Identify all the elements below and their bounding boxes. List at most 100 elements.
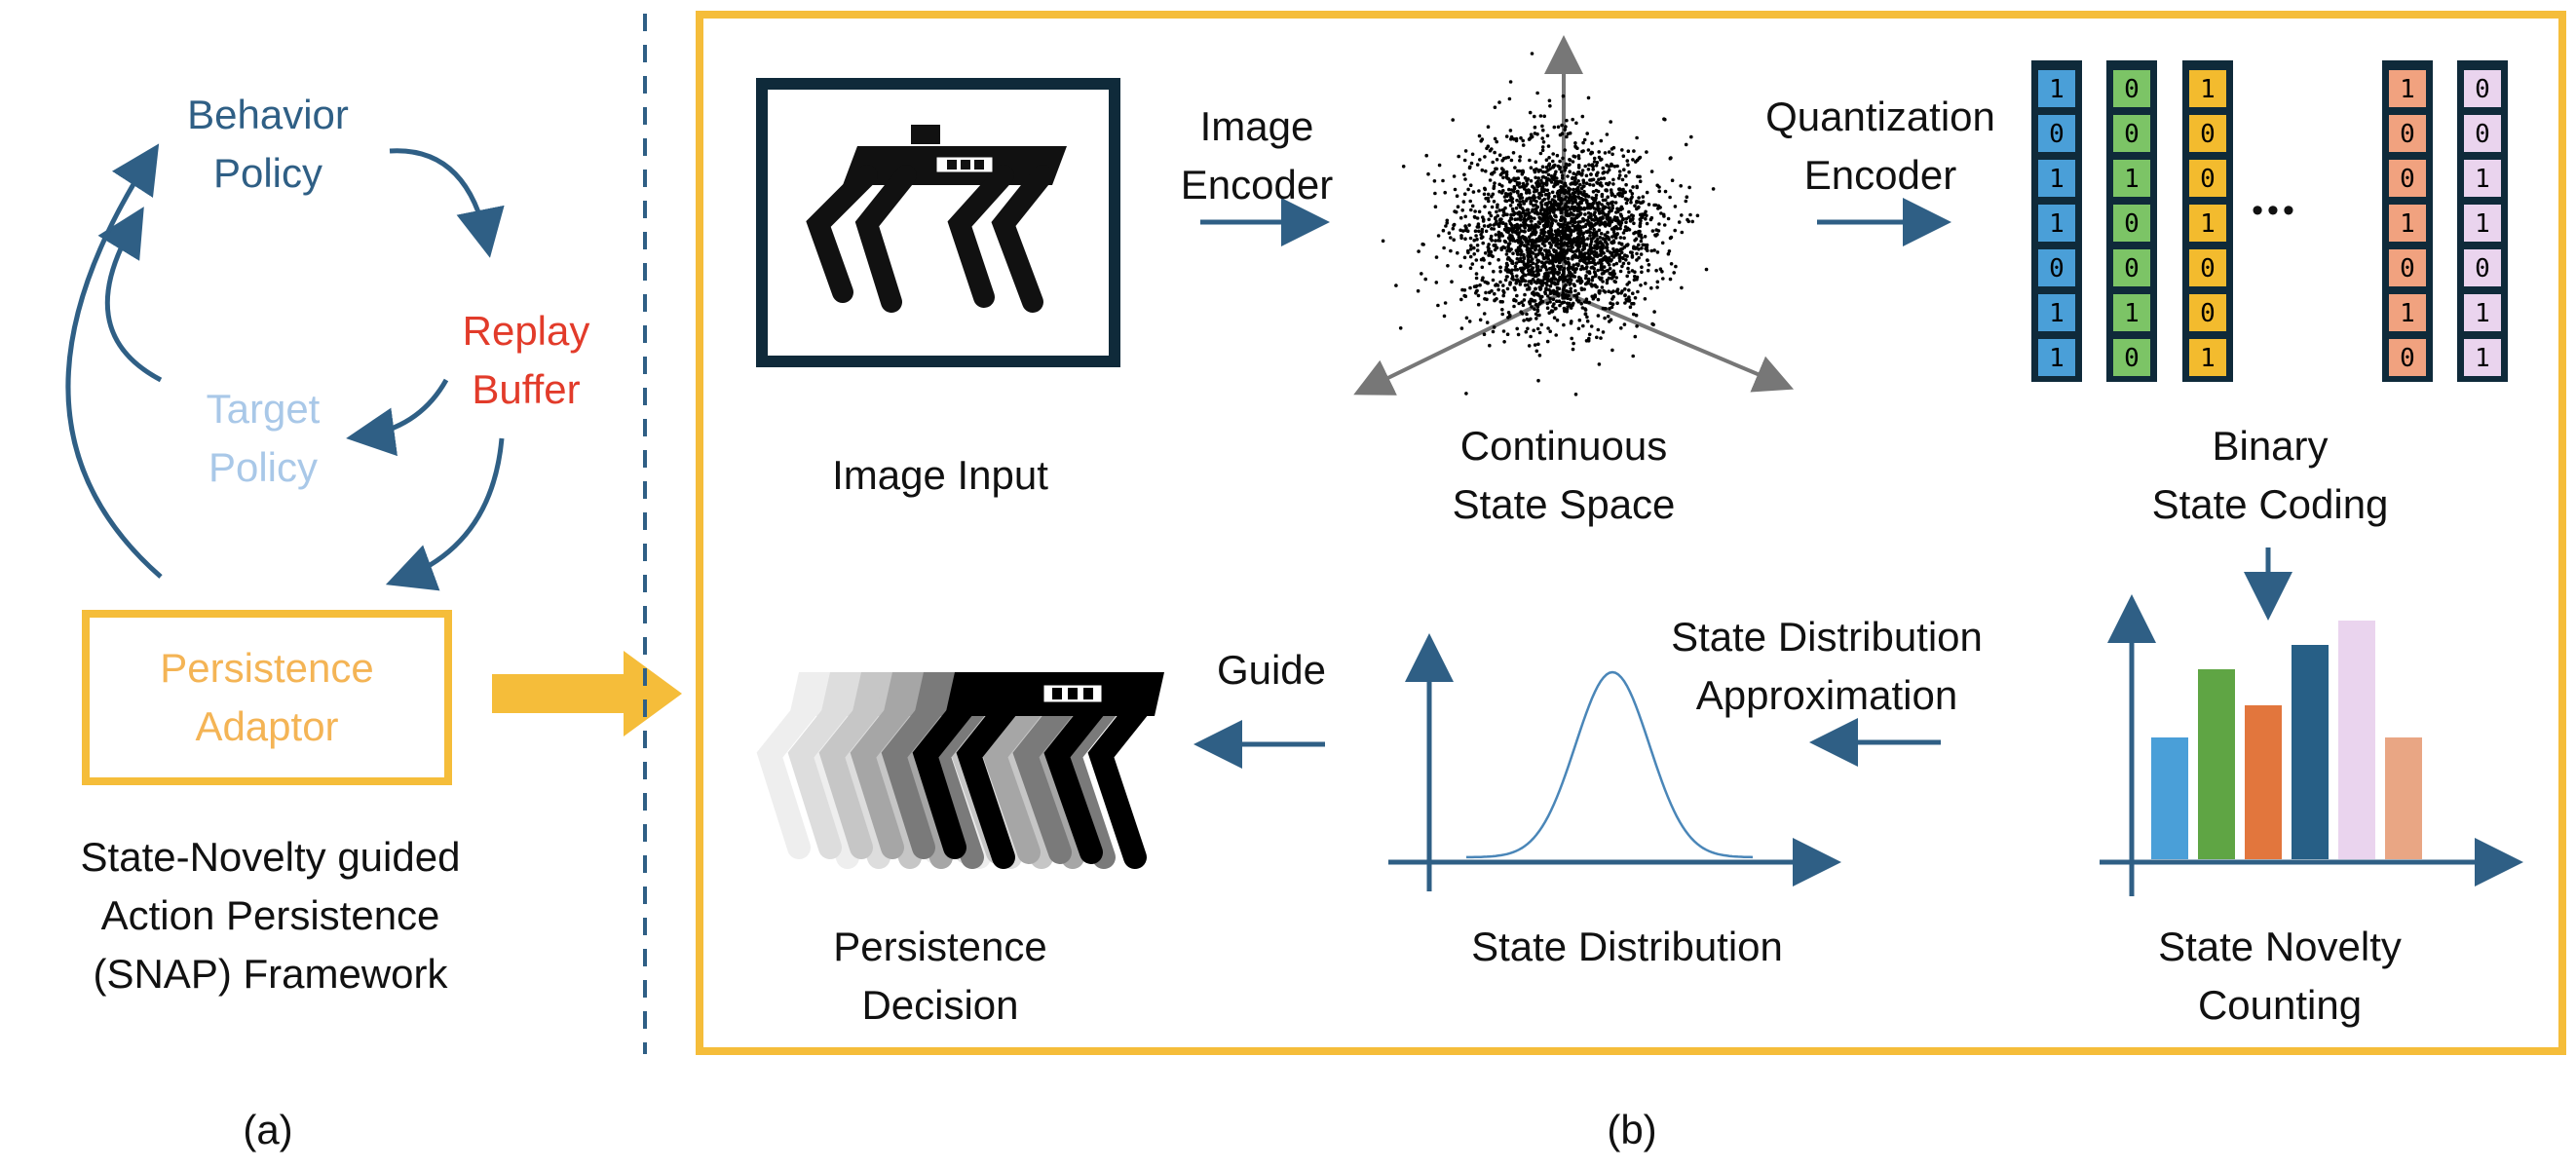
cloud-point (1463, 224, 1467, 228)
bit-cell (2113, 205, 2150, 242)
cloud-point (1545, 306, 1550, 311)
cloud-point (1529, 166, 1534, 170)
cloud-point (1571, 219, 1574, 224)
cloud-point (1539, 246, 1543, 251)
cloud-point (1599, 176, 1604, 181)
cloud-point (1496, 203, 1499, 208)
cloud-point (1624, 297, 1628, 302)
cloud-point (1444, 224, 1448, 228)
cloud-point (1613, 280, 1617, 284)
cloud-point (1607, 289, 1610, 294)
cloud-point (1609, 217, 1612, 222)
cloud-point (1506, 255, 1510, 260)
cloud-point (1614, 224, 1618, 229)
cloud-point (1565, 134, 1569, 139)
cloud-point (1537, 330, 1542, 335)
cloud-point (1554, 306, 1558, 311)
cloud-point (1579, 286, 1584, 290)
bit-value: 0 (2200, 254, 2216, 283)
cloud-point (1548, 300, 1552, 304)
cloud-point (1523, 292, 1527, 297)
binary-state-columns: 1 0 1 1 0 1 1 0 0 1 0 0 1 0 1 0 0 1 0 0 1 1 0 0 1 0 1 0 0 0 1 1 0 1 1 (2031, 60, 2508, 382)
cloud-point (1456, 205, 1460, 208)
cloud-point (1493, 181, 1496, 185)
cloud-point (1637, 196, 1641, 200)
cloud-point (1521, 169, 1525, 173)
cloud-point (1564, 283, 1568, 287)
cloud-point (1544, 192, 1549, 197)
cloud-point (1569, 274, 1572, 279)
cloud-point (1588, 245, 1592, 248)
cloud-point (1560, 243, 1564, 247)
cloud-point (1594, 164, 1599, 168)
cloud-point (1532, 190, 1536, 194)
cloud-point (1515, 226, 1520, 230)
cloud-point (1600, 268, 1605, 272)
cloud-point (1685, 195, 1689, 199)
cloud-point (1522, 319, 1526, 322)
cloud-point (1533, 216, 1536, 221)
cloud-point (1537, 301, 1542, 306)
cloud-point (1631, 354, 1635, 359)
cloud-point (1599, 219, 1603, 223)
cloud-point (1673, 228, 1677, 233)
cloud-point (1475, 216, 1480, 220)
cloud-point (1590, 278, 1594, 283)
cloud-point (1443, 190, 1447, 195)
cloud-point (1579, 241, 1583, 245)
cloud-point (1459, 297, 1463, 302)
cloud-point (1667, 248, 1672, 253)
cloud-point (1621, 261, 1626, 266)
cloud-point (1644, 282, 1648, 285)
cloud-point (1555, 204, 1559, 208)
panel-a-label: (a) (243, 1107, 293, 1152)
cloud-point (1657, 189, 1661, 194)
cloud-point (1594, 222, 1598, 226)
cloud-point (1600, 194, 1605, 199)
cloud-point (1401, 165, 1406, 169)
cloud-point (1565, 301, 1570, 306)
cloud-point (1512, 184, 1517, 189)
cloud-point (1520, 196, 1525, 200)
cloud-point (1635, 184, 1639, 189)
cloud-point (1602, 288, 1606, 293)
cloud-point (1492, 269, 1496, 274)
cloud-point (1626, 149, 1631, 153)
cloud-point (1614, 276, 1618, 280)
cloud-point (1480, 265, 1485, 270)
cloud-point (1490, 171, 1494, 176)
cloud-point (1530, 219, 1534, 223)
cloud-point (1606, 315, 1610, 319)
cloud-point (1502, 245, 1507, 250)
bit-cell (2389, 294, 2426, 331)
cloud-point (1617, 191, 1622, 195)
bit-cell (2038, 339, 2075, 376)
cloud-point (1538, 217, 1543, 221)
cloud-point (1525, 208, 1530, 212)
cloud-point (1569, 297, 1572, 302)
cloud-point (1473, 209, 1477, 213)
cloud-point (1577, 318, 1582, 322)
cloud-point (1572, 252, 1577, 257)
cloud-point (1504, 170, 1509, 174)
cloud-point (1538, 286, 1543, 290)
cloud-point (1475, 237, 1479, 242)
cloud-point (1595, 161, 1600, 165)
cloud-point (1568, 131, 1572, 135)
cloud-point (1501, 329, 1506, 333)
cloud-point (1469, 161, 1474, 166)
cloud-point (1567, 278, 1571, 282)
cloud-point (1476, 293, 1481, 298)
cloud-point (1576, 231, 1580, 236)
cloud-point (1599, 249, 1603, 254)
cloud-point (1613, 253, 1617, 257)
cloud-point (1552, 256, 1556, 261)
cloud-point (1552, 247, 1556, 252)
cloud-point (1622, 168, 1626, 171)
cloud-point (1489, 249, 1494, 254)
cloud-point (1509, 158, 1514, 163)
cloud-point (1578, 229, 1583, 233)
cloud-point (1680, 213, 1684, 217)
cloud-point (1601, 330, 1606, 334)
cloud-point (1661, 277, 1665, 281)
